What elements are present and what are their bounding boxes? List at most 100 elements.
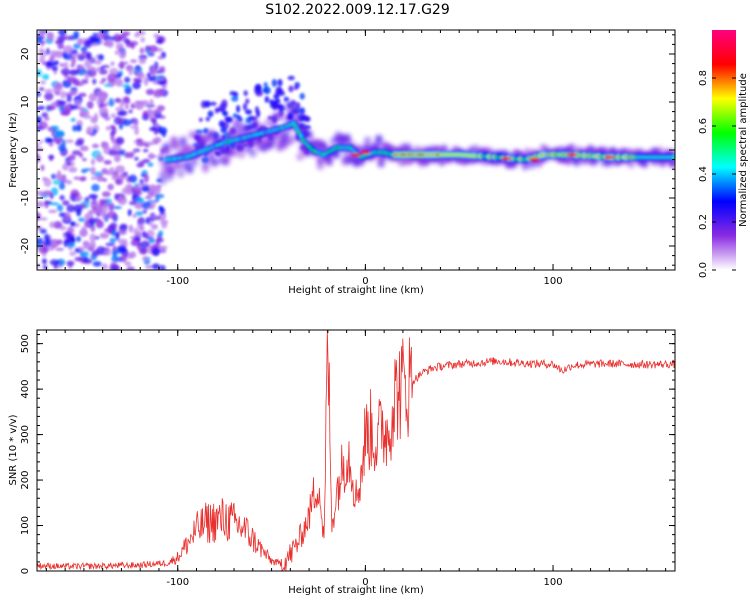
noise-blob bbox=[83, 243, 91, 250]
noise-blob bbox=[142, 110, 148, 119]
figure-title: S102.2022.009.12.17.G29 bbox=[265, 2, 450, 18]
ridge-scatter-blob bbox=[243, 90, 248, 97]
ridge-halo-blob bbox=[404, 142, 413, 151]
noise-blob bbox=[97, 54, 104, 61]
ridge-halo-blob bbox=[163, 148, 172, 157]
noise-blob bbox=[44, 116, 50, 121]
noise-blob bbox=[50, 202, 60, 206]
noise-blob bbox=[49, 259, 60, 266]
noise-blob bbox=[89, 233, 97, 243]
ridge-halo-blob bbox=[208, 130, 217, 139]
noise-blob bbox=[98, 199, 109, 203]
noise-blob bbox=[41, 258, 47, 265]
noise-blob bbox=[70, 104, 79, 110]
noise-blob bbox=[46, 105, 55, 111]
noise-blob bbox=[55, 247, 65, 252]
ridge-halo-blob bbox=[237, 150, 246, 159]
noise-blob bbox=[108, 149, 117, 156]
noise-blob bbox=[141, 246, 147, 255]
spectrogram-ytick-label: 20 bbox=[20, 48, 31, 61]
ridge-scatter-blob bbox=[231, 96, 239, 102]
noise-blob bbox=[134, 79, 143, 84]
noise-blob bbox=[124, 151, 130, 159]
noise-blob bbox=[121, 254, 127, 263]
ridge-halo-blob bbox=[280, 113, 289, 122]
ridge-scatter-blob bbox=[218, 103, 227, 110]
noise-blob bbox=[49, 154, 54, 162]
noise-blob bbox=[137, 72, 145, 80]
noise-blob bbox=[43, 200, 53, 205]
noise-blob bbox=[109, 166, 115, 173]
noise-blob bbox=[155, 70, 162, 74]
noise-blob bbox=[150, 215, 160, 219]
noise-blob bbox=[109, 237, 117, 243]
noise-blob bbox=[37, 263, 41, 269]
colorbar-tick-label: 0.8 bbox=[698, 70, 709, 86]
noise-blob bbox=[158, 205, 163, 211]
noise-blob bbox=[114, 50, 119, 55]
ridge-halo-blob bbox=[374, 134, 383, 143]
noise-blob bbox=[86, 126, 94, 133]
spectrogram-ytick-label: -10 bbox=[20, 190, 31, 206]
noise-blob bbox=[159, 265, 166, 270]
noise-blob bbox=[58, 30, 67, 36]
noise-blob bbox=[53, 60, 60, 66]
noise-blob bbox=[57, 35, 66, 42]
noise-blob bbox=[91, 203, 99, 208]
noise-blob bbox=[110, 113, 116, 118]
noise-blob bbox=[155, 89, 166, 95]
noise-blob bbox=[122, 119, 132, 127]
noise-blob bbox=[99, 66, 105, 70]
ridge-halo-blob bbox=[208, 150, 217, 159]
noise-blob bbox=[99, 30, 110, 34]
noise-blob bbox=[82, 157, 87, 162]
noise-blob bbox=[152, 119, 157, 126]
ridge-halo-blob bbox=[627, 160, 636, 169]
noise-blob bbox=[105, 242, 116, 247]
noise-blob bbox=[59, 62, 66, 67]
snr-axes: -100 0 100 0 100 200 300 400 500 bbox=[20, 330, 675, 588]
noise-blob bbox=[49, 221, 55, 229]
ridge-halo-blob bbox=[573, 158, 582, 167]
noise-blob bbox=[77, 217, 86, 222]
ridge-scatter-blob bbox=[220, 126, 228, 134]
noise-blob bbox=[155, 238, 161, 245]
noise-blob bbox=[101, 77, 107, 82]
snr-ylabel: SNR (10 * v/v) bbox=[8, 414, 19, 485]
noise-blob bbox=[124, 105, 129, 109]
noise-blob bbox=[139, 47, 145, 54]
noise-blob bbox=[64, 35, 75, 41]
ridge-hotspot bbox=[529, 158, 540, 162]
noise-blob bbox=[61, 178, 69, 183]
noise-blob bbox=[92, 261, 102, 267]
noise-blob bbox=[78, 92, 87, 98]
noise-blob bbox=[90, 43, 99, 47]
noise-blob bbox=[151, 263, 161, 270]
noise-blob bbox=[96, 246, 106, 255]
ridge-halo-blob bbox=[305, 130, 314, 139]
noise-blob bbox=[37, 107, 42, 111]
noise-blob bbox=[37, 143, 41, 147]
noise-blob bbox=[86, 101, 94, 109]
noise-blob bbox=[121, 83, 131, 88]
ridge-halo-blob bbox=[230, 149, 239, 158]
noise-blob bbox=[76, 236, 82, 243]
noise-blob bbox=[139, 160, 145, 166]
noise-blob bbox=[68, 166, 78, 173]
noise-blob bbox=[150, 223, 158, 230]
noise-blob bbox=[60, 110, 71, 116]
noise-blob bbox=[38, 244, 48, 254]
noise-blob bbox=[145, 265, 154, 269]
ridge-scatter-blob bbox=[245, 98, 250, 104]
noise-blob bbox=[124, 76, 131, 84]
snr-ytick-label: 400 bbox=[20, 380, 31, 399]
noise-blob bbox=[145, 216, 150, 225]
noise-blob bbox=[134, 100, 144, 105]
noise-blob bbox=[147, 199, 155, 204]
noise-blob bbox=[39, 194, 49, 198]
noise-blob bbox=[63, 52, 73, 61]
noise-blob bbox=[38, 121, 48, 130]
noise-blob bbox=[67, 226, 75, 234]
noise-blob bbox=[81, 225, 88, 235]
noise-blob bbox=[114, 98, 122, 103]
